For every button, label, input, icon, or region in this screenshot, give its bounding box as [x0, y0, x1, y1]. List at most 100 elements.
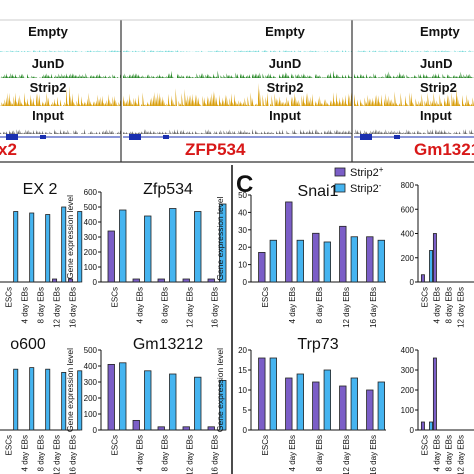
x-tick-label: 16 day EBs	[69, 435, 78, 474]
bar-strip2-minus	[77, 211, 83, 283]
x-tick-label: ESCs	[5, 287, 14, 307]
track-label-strip2: Strip2	[30, 80, 67, 95]
bar-strip2-minus	[61, 371, 67, 431]
bar-strip2-plus	[157, 426, 165, 431]
bar-strip2-minus	[219, 379, 227, 431]
bar-strip2-minus	[194, 376, 202, 431]
y-tick-label: 300	[84, 378, 98, 387]
bar-strip2-minus	[377, 381, 385, 431]
bar-strip2-minus	[296, 239, 304, 283]
x-tick-label: 12 day EBs	[53, 435, 62, 474]
track-signal-jund	[0, 73, 122, 78]
bar-strip2-plus	[366, 236, 374, 283]
track-label-strip2: Strip2	[420, 80, 457, 95]
track-label-input: Input	[420, 108, 452, 123]
x-tick-label: 4 day EBs	[288, 287, 297, 323]
legend-swatch-strip2-plus	[334, 167, 346, 177]
bar-strip2-minus	[269, 239, 277, 283]
bar-chart-snai1: Snai1 0 10 20 30 40 50 Gene expression level ESC…	[215, 183, 386, 328]
y-tick-label: 0	[93, 278, 98, 287]
bar-strip2-minus	[169, 373, 177, 431]
bar-strip2-minus	[219, 203, 227, 283]
x-tick-label: ESCs	[261, 435, 270, 455]
x-tick-label: 4 day EBs	[21, 435, 30, 471]
y-tick-label: 10	[238, 386, 247, 395]
bar-strip2-minus	[119, 362, 127, 431]
y-tick-label: 100	[401, 406, 415, 415]
y-tick-label: 0	[410, 426, 415, 435]
gene-model-exon	[6, 134, 18, 140]
bar-chart-cropped-5: 0 200 400 600 800 ESCs 4 day EBs 8 day EBs 12 da…	[401, 181, 474, 328]
y-tick-label: 200	[84, 394, 98, 403]
bar-strip2-plus	[52, 278, 58, 283]
x-tick-label: 12 day EBs	[342, 435, 351, 474]
bar-strip2-minus	[13, 211, 19, 283]
bar-strip2-plus	[182, 278, 190, 283]
bar-strip2-minus	[350, 236, 358, 283]
x-tick-label: 8 day EBs	[37, 287, 46, 323]
chart-title: Gm13212	[133, 336, 203, 353]
y-tick-label: 400	[401, 346, 415, 355]
bar-strip2-minus	[350, 377, 358, 431]
bar-chart-o600: o600 ESCs 4 day EBs 8 day EBs 12 day EBs 16 d…	[0, 336, 83, 474]
y-tick-label: 300	[401, 366, 415, 375]
x-tick-label: 4 day EBs	[21, 287, 30, 323]
y-tick-label: 200	[401, 254, 415, 263]
y-tick-label: 400	[84, 218, 98, 227]
y-tick-label: 300	[84, 233, 98, 242]
y-tick-label: 0	[243, 278, 248, 287]
y-tick-label: 0	[243, 426, 248, 435]
x-tick-label: 4 day EBs	[288, 435, 297, 471]
bar-strip2-plus	[132, 278, 140, 283]
legend-label-strip2-minus: Strip2-	[350, 181, 382, 195]
gene-model-exon	[129, 134, 141, 140]
x-tick-label: 8 day EBs	[444, 287, 453, 323]
bar-strip2-plus	[258, 252, 266, 283]
x-tick-label: 4 day EBs	[136, 287, 145, 323]
track-label-jund: JunD	[269, 56, 302, 71]
bar-strip2-minus	[269, 357, 277, 431]
y-tick-label: 10	[238, 261, 247, 270]
track-label-empty: Empty	[420, 24, 461, 39]
bar-strip2-plus	[432, 357, 437, 431]
bar-strip2-plus	[258, 357, 266, 431]
y-tick-label: 30	[238, 226, 247, 235]
y-tick-label: 400	[84, 362, 98, 371]
bar-strip2-plus	[207, 426, 215, 431]
bar-strip2-minus	[296, 373, 304, 431]
legend: Strip2+ Strip2-	[334, 165, 384, 195]
x-tick-label: 8 day EBs	[37, 435, 46, 471]
x-tick-label: 16 day EBs	[211, 287, 220, 328]
bar-strip2-plus	[285, 377, 293, 431]
bar-strip2-minus	[194, 211, 202, 283]
track-label-empty: Empty	[265, 24, 306, 39]
y-axis-label: Gene expression level	[65, 348, 75, 432]
x-tick-label: 8 day EBs	[161, 287, 170, 323]
bar-strip2-plus	[312, 381, 320, 431]
track-label-jund: JunD	[32, 56, 65, 71]
legend-swatch-strip2-minus	[334, 183, 346, 193]
track-signal-jund	[123, 70, 353, 78]
bar-strip2-plus	[432, 233, 437, 283]
track-label-input: Input	[32, 108, 64, 123]
bar-strip2-plus	[366, 389, 374, 431]
y-axis-label: Gene expression level	[215, 348, 225, 432]
chart-title: Zfp534	[143, 181, 193, 198]
bar-strip2-plus	[157, 278, 165, 283]
bar-strip2-plus	[339, 385, 347, 431]
bar-strip2-minus	[323, 241, 331, 283]
chart-title: Trp73	[297, 336, 338, 353]
y-tick-label: 20	[238, 243, 247, 252]
bar-strip2-minus	[45, 368, 51, 431]
track-label-jund: JunD	[420, 56, 453, 71]
track-signal-input	[354, 129, 474, 134]
y-tick-label: 100	[84, 263, 98, 272]
x-tick-label: ESCs	[111, 287, 120, 307]
y-tick-label: 5	[243, 406, 248, 415]
x-tick-label: 16 day EBs	[369, 287, 378, 328]
y-tick-label: 500	[84, 346, 98, 355]
track-label-strip2: Strip2	[267, 80, 304, 95]
x-tick-label: 16 day EBs	[211, 435, 220, 474]
track-signal-empty	[354, 50, 474, 52]
